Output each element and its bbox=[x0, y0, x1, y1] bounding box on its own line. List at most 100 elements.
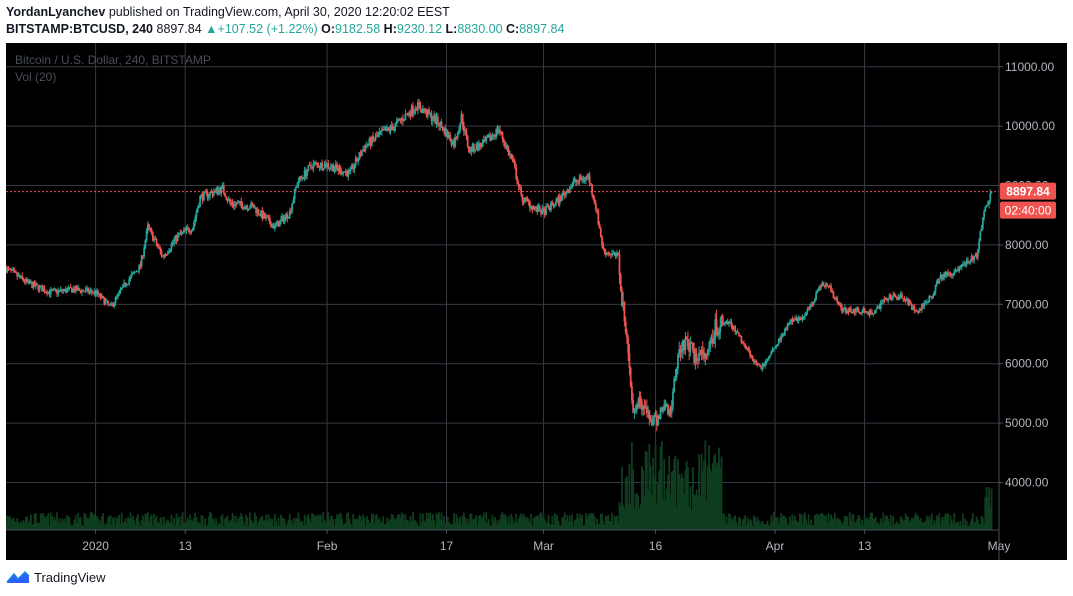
volume-bar bbox=[703, 460, 705, 530]
candle bbox=[492, 133, 495, 141]
candle bbox=[404, 109, 407, 121]
candle bbox=[272, 222, 275, 229]
candle bbox=[33, 279, 36, 287]
volume-bar bbox=[341, 518, 343, 530]
candle bbox=[149, 227, 152, 233]
candle bbox=[665, 402, 668, 408]
candle bbox=[775, 344, 778, 350]
candle bbox=[292, 196, 295, 205]
candle bbox=[969, 258, 972, 265]
candle bbox=[578, 173, 581, 186]
candle bbox=[623, 301, 626, 327]
candle bbox=[291, 202, 294, 214]
candle bbox=[884, 296, 887, 300]
price-axis: 4000.005000.006000.007000.008000.009000.… bbox=[999, 60, 1055, 489]
volume-bar bbox=[943, 516, 946, 530]
candle bbox=[667, 403, 669, 416]
candle bbox=[705, 353, 708, 361]
volume-bar bbox=[46, 516, 48, 530]
candle bbox=[698, 346, 701, 365]
candle bbox=[192, 220, 195, 231]
volume-bar bbox=[428, 513, 430, 530]
candle bbox=[857, 306, 860, 313]
candle bbox=[360, 149, 363, 157]
volume-bar bbox=[197, 522, 200, 530]
volume-bar bbox=[430, 520, 433, 530]
volume-bar bbox=[538, 513, 541, 530]
candle bbox=[298, 176, 301, 183]
candle bbox=[806, 306, 809, 316]
volume-bar bbox=[851, 514, 854, 530]
volume-bar bbox=[211, 520, 214, 530]
candle bbox=[436, 113, 439, 127]
volume-bar bbox=[639, 503, 642, 530]
volume-bar bbox=[906, 516, 908, 530]
volume-bar bbox=[777, 524, 780, 530]
candle bbox=[586, 173, 589, 181]
volume-bar bbox=[407, 520, 409, 530]
volume-bar bbox=[89, 512, 92, 530]
volume-bar bbox=[552, 524, 555, 530]
volume-bar bbox=[815, 514, 817, 530]
volume-bar bbox=[485, 512, 488, 530]
volume-bar bbox=[986, 497, 989, 530]
volume-bar bbox=[848, 512, 851, 530]
candle bbox=[215, 186, 218, 195]
candle bbox=[944, 270, 947, 278]
candle bbox=[443, 126, 445, 135]
candle bbox=[382, 125, 384, 131]
candle bbox=[688, 339, 691, 361]
tradingview-logo-icon[interactable] bbox=[6, 570, 30, 584]
volume-bar bbox=[774, 520, 776, 530]
volume-bar bbox=[449, 524, 452, 530]
candle bbox=[27, 279, 30, 285]
candle bbox=[761, 362, 764, 372]
price-chart[interactable]: 4000.005000.006000.007000.008000.009000.… bbox=[5, 43, 1067, 560]
volume-bar bbox=[185, 521, 188, 530]
candle bbox=[852, 308, 855, 314]
candle bbox=[300, 175, 302, 181]
author-name[interactable]: YordanLyanchev bbox=[6, 5, 106, 19]
volume-bar bbox=[7, 517, 10, 530]
volume-bar bbox=[850, 520, 852, 530]
candle bbox=[528, 199, 531, 212]
volume-bar bbox=[11, 518, 14, 530]
volume-bar bbox=[833, 512, 836, 530]
volume-bar bbox=[684, 470, 687, 530]
candle bbox=[451, 139, 454, 146]
candle bbox=[429, 112, 432, 118]
candle bbox=[434, 113, 437, 125]
volume-bar bbox=[603, 524, 606, 530]
volume-bar bbox=[536, 515, 539, 530]
candle bbox=[365, 141, 368, 148]
candle bbox=[61, 288, 63, 294]
volume-bar bbox=[975, 516, 978, 530]
candle bbox=[690, 341, 693, 345]
volume-bar bbox=[634, 493, 637, 530]
candle bbox=[568, 186, 571, 194]
chart-container[interactable]: 4000.005000.006000.007000.008000.009000.… bbox=[5, 43, 1067, 560]
tradingview-brand[interactable]: TradingView bbox=[34, 569, 106, 585]
volume-bar bbox=[983, 523, 985, 530]
candle bbox=[608, 252, 611, 256]
candle bbox=[889, 293, 892, 301]
candle bbox=[664, 399, 667, 411]
volume-bar bbox=[245, 514, 248, 530]
volume-bar bbox=[296, 518, 299, 530]
candle bbox=[510, 153, 513, 160]
candle bbox=[84, 286, 87, 294]
volume-bar bbox=[237, 518, 240, 530]
candle bbox=[734, 324, 737, 336]
volume-bar bbox=[990, 488, 993, 530]
volume-bar bbox=[813, 514, 816, 530]
volume-bar bbox=[217, 523, 220, 530]
volume-bar bbox=[599, 513, 602, 530]
volume-bar bbox=[77, 513, 80, 530]
volume-bar bbox=[750, 520, 753, 530]
volume-bar bbox=[699, 495, 702, 530]
candle bbox=[435, 112, 438, 129]
price-tick-label: 8000.00 bbox=[1005, 238, 1049, 252]
volume-bar bbox=[168, 521, 170, 530]
candle bbox=[879, 299, 882, 312]
volume-bar bbox=[200, 515, 203, 530]
